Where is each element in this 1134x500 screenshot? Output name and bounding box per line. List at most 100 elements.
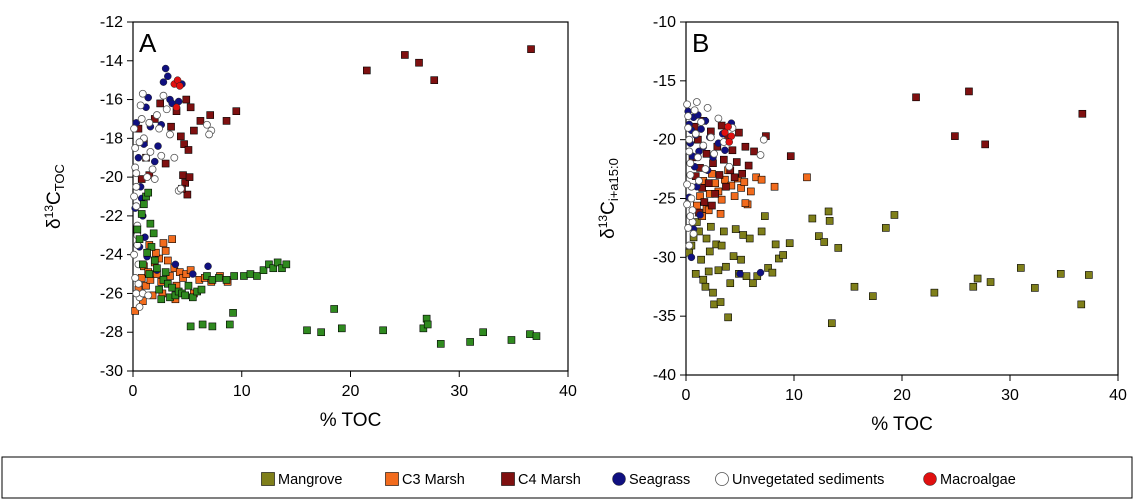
- data-point: [735, 128, 743, 137]
- data-point: [159, 239, 168, 247]
- data-point: [171, 260, 180, 269]
- data-point: [746, 187, 755, 196]
- data-point: [150, 175, 159, 183]
- data-point: [740, 178, 749, 186]
- data-point: [182, 95, 191, 104]
- data-point: [825, 217, 834, 225]
- data-point: [198, 320, 207, 329]
- data-point: [532, 332, 541, 340]
- y-tick-label: -40: [653, 367, 676, 384]
- data-point: [259, 266, 268, 274]
- data-point: [716, 209, 725, 218]
- y-axis-title-superscript: 13: [42, 205, 56, 219]
- data-point: [716, 298, 725, 306]
- data-point: [722, 182, 730, 191]
- data-point: [363, 66, 371, 75]
- data-point: [721, 146, 729, 155]
- data-point: [140, 200, 148, 209]
- y-axis-title-prefix: δ: [598, 228, 619, 239]
- data-point: [149, 229, 158, 238]
- data-point: [711, 179, 719, 188]
- legend: Mangrove C3 Marsh C4 Marsh Seagrass Unvegeta…: [1, 456, 1133, 499]
- data-point: [690, 106, 699, 115]
- data-point: [148, 165, 157, 174]
- data-point: [215, 274, 223, 282]
- data-point: [834, 244, 843, 252]
- y-axis-title-prefix: δ: [44, 218, 65, 229]
- legend-item-unvegetated-sediments: Unvegetated sediments: [715, 472, 884, 488]
- data-point: [701, 282, 710, 291]
- data-point: [749, 279, 757, 288]
- data-point: [164, 256, 172, 265]
- legend-marker: [612, 472, 626, 486]
- data-point: [1085, 271, 1093, 279]
- data-point: [1031, 284, 1039, 292]
- legend-marker: [385, 472, 399, 486]
- data-point: [142, 281, 150, 290]
- x-tick-label: 10: [785, 387, 803, 404]
- data-point: [717, 121, 726, 130]
- data-point: [170, 153, 179, 162]
- y-tick-label: -16: [100, 92, 123, 109]
- data-point: [144, 93, 152, 102]
- data-point: [692, 98, 701, 106]
- series-c4-marsh: [134, 45, 535, 199]
- data-point: [708, 201, 716, 210]
- data-point: [702, 149, 711, 158]
- data-point: [159, 276, 168, 284]
- panel-a: -30 -28 -26 -24 -22 -20 -18 -16 -14 -12 0 10 20 30 40%…: [42, 14, 577, 431]
- legend-item-macroalgae: Macroalgae: [923, 472, 1016, 488]
- legend-label: C3 Marsh: [402, 472, 465, 488]
- data-point: [144, 291, 153, 300]
- data-point: [179, 171, 187, 179]
- y-tick-label: -15: [653, 73, 676, 90]
- data-point: [526, 330, 534, 338]
- data-point: [265, 260, 273, 269]
- data-point: [786, 152, 795, 160]
- data-point: [153, 111, 161, 119]
- data-point: [507, 336, 516, 344]
- data-point: [717, 241, 726, 250]
- data-point: [282, 260, 291, 269]
- data-point: [759, 135, 768, 144]
- data-point: [768, 268, 777, 277]
- data-point: [704, 179, 713, 188]
- x-axis-title: % TOC: [871, 414, 933, 435]
- data-point: [185, 173, 194, 181]
- data-point: [742, 272, 751, 280]
- data-point: [683, 180, 691, 189]
- data-point: [771, 240, 780, 249]
- data-point: [317, 328, 325, 337]
- data-point: [273, 258, 282, 267]
- data-point: [159, 91, 168, 100]
- data-point: [401, 51, 409, 59]
- y-axis-title-base: C: [44, 191, 65, 205]
- data-point: [739, 231, 748, 239]
- data-point: [132, 289, 141, 298]
- data-point: [229, 309, 237, 317]
- plot-frame: [685, 21, 1119, 376]
- data-point: [756, 151, 765, 159]
- data-point: [208, 276, 217, 284]
- y-tick-label: -30: [653, 249, 676, 266]
- y-tick-label: -10: [653, 14, 676, 31]
- series-green-marsh: [133, 188, 541, 348]
- data-point: [761, 212, 769, 220]
- data-point: [687, 253, 696, 262]
- data-point: [687, 194, 696, 203]
- y-tick-label: -26: [100, 285, 123, 302]
- data-point: [135, 138, 144, 147]
- x-axis-title: % TOC: [320, 410, 382, 431]
- data-point: [161, 64, 170, 73]
- data-point: [709, 288, 717, 297]
- data-point: [699, 141, 708, 150]
- data-point: [1078, 109, 1087, 118]
- data-point: [693, 153, 702, 162]
- legend-item-c4-marsh: C4 Marsh: [501, 472, 581, 488]
- data-point: [719, 155, 728, 164]
- data-point: [683, 100, 691, 109]
- data-point: [186, 322, 195, 331]
- y-tick-label: -28: [100, 324, 123, 341]
- data-point: [130, 124, 138, 133]
- data-point: [161, 268, 170, 276]
